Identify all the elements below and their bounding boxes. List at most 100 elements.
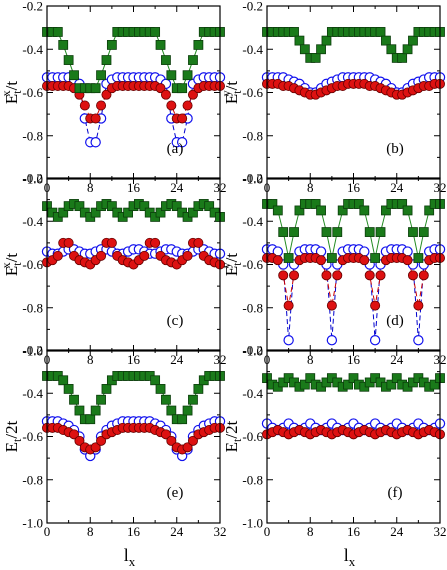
y-tick-label: -0.6 [242,85,263,100]
y-tick-label: -0.6 [242,257,263,272]
data-point-square [283,253,294,263]
data-point-square [321,35,332,46]
data-point-red-circle [74,435,85,446]
plot-frame [266,349,441,524]
data-point-red-circle [96,250,107,261]
data-point-square [58,207,69,218]
plot-frame [46,349,221,524]
data-point-red-circle [96,100,107,111]
data-point-square [150,375,161,386]
x-tick-label: 24 [390,524,404,539]
y-tick-label: -0.8 [242,472,263,487]
data-point-red-circle [359,255,370,266]
y-tick-label: -1.0 [22,344,43,359]
data-point-red-circle [139,250,150,261]
data-point-square [354,199,364,209]
data-point-square [177,414,188,425]
y-tick-label: -1.0 [242,516,263,531]
data-point-red-circle [407,270,418,281]
y-axis-label: Ety/t [219,81,244,104]
y-tick-label: -0.4 [22,42,43,57]
y-tick-label: -1.0 [242,344,263,359]
data-point-square [391,373,402,384]
data-point-square [188,207,198,218]
data-point-square [386,379,397,390]
data-point-square [101,384,112,394]
data-point-red-circle [402,255,413,266]
data-point-red-circle [160,429,171,440]
data-point-square [155,207,166,218]
data-point-square [69,394,79,405]
x-axis-label: lx [344,545,356,569]
data-point-red-circle [90,442,101,453]
y-tick-label: -0.4 [22,214,43,229]
data-point-square [386,44,397,55]
data-point-square [96,70,106,81]
data-point-square [397,53,408,63]
y-tick-label: -0.2 [22,0,43,14]
x-tick-label: 8 [87,180,94,195]
data-point-square [101,55,112,65]
data-point-square [193,384,204,394]
x-tick-label: 0 [44,524,51,539]
data-point-square [106,40,117,50]
data-point-square [177,83,188,94]
data-point-square [90,405,101,416]
data-point-red-circle [101,89,112,100]
y-tick-label: -1.0 [242,172,263,187]
x-tick-label: 32 [434,524,447,539]
data-point-square [370,253,381,263]
y-tick-label: -0.4 [242,42,263,57]
data-point-square [337,205,348,216]
data-point-square [171,201,182,212]
data-point-red-circle [193,237,204,248]
panel-f: 0 8 16 24 32 -0.2 -0.4 -0.6 -0.8 -1.0 (f) Et/2t lx [222,343,447,570]
data-point-red-circle [150,237,161,248]
y-axis-label: Etx/t [0,81,24,104]
data-point-square [408,227,418,237]
y-tick-label: -0.2 [22,343,43,358]
x-tick-label: 0 [264,524,271,539]
x-tick-label: 16 [127,352,141,367]
x-tick-label: 24 [390,352,404,367]
data-point-red-circle [79,100,90,111]
data-point-square [408,35,418,46]
data-point-square [299,379,310,390]
data-point-red-circle [106,237,117,248]
data-point-red-circle [364,270,375,281]
data-point-square [343,379,353,390]
data-point-red-circle [52,250,63,261]
y-tick-label: -0.8 [242,300,263,315]
data-point-red-circle [316,255,327,266]
panel-d: 0 8 16 24 32-0.2-0.4-0.6-0.8-1.0(d)Ety/t [219,171,447,368]
panel-c: 0 8 16 24 32-0.2-0.4-0.6-0.8-1.0(c)Etx/t [0,171,227,368]
data-point-square [193,40,204,50]
data-point-square [204,201,215,212]
data-point-square [106,201,117,212]
data-point-square [69,70,79,81]
data-point-red-circle [160,89,171,100]
data-point-square [294,205,305,216]
data-point-square [321,227,332,237]
data-point-red-circle [155,83,166,94]
x-axis-label: lx [124,545,136,569]
data-point-square [188,55,198,65]
data-point-red-circle [96,435,107,446]
y-tick-label: -0.6 [22,257,43,272]
y-tick-label: -0.8 [242,128,263,143]
y-tick-label: -0.6 [22,85,43,100]
data-point-red-circle [370,300,381,311]
data-point-square [90,83,101,94]
data-point-square [316,205,326,216]
data-point-square [381,205,391,216]
panel-tag: (e) [167,485,184,501]
data-point-red-circle [166,435,177,446]
data-point-square [166,405,177,416]
data-point-red-circle [413,300,424,311]
panel-e: 0 8 16 24 32 -0.2 -0.4 -0.6 -0.8 -1.0 (e) Et/2t lx [2,343,227,570]
data-point-square [155,40,166,50]
data-point-square [272,205,283,216]
data-point-red-circle [182,100,193,111]
data-point-square [375,27,386,37]
data-point-square [418,227,429,237]
